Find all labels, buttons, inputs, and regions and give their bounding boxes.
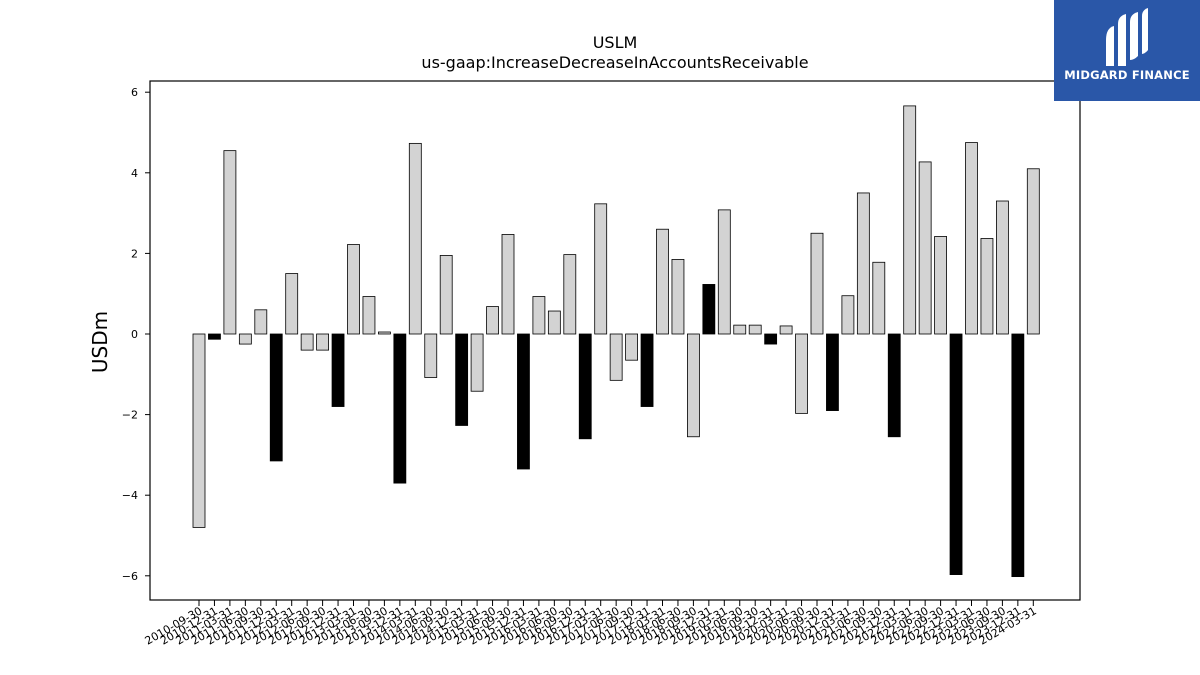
bar <box>208 333 221 340</box>
y-tick-label: −2 <box>122 409 138 422</box>
bar <box>826 333 839 411</box>
bar <box>779 325 793 335</box>
bar <box>393 333 407 484</box>
chart-subtitle: us-gaap:IncreaseDecreaseInAccountsReceiv… <box>421 53 808 72</box>
bar <box>640 333 654 407</box>
bar <box>563 254 577 335</box>
bar <box>532 296 546 335</box>
bar <box>872 261 886 335</box>
bar <box>748 324 762 335</box>
bar <box>1026 168 1040 335</box>
bar <box>856 192 870 335</box>
bar <box>702 284 716 335</box>
bar <box>547 310 561 335</box>
plot-frame <box>149 80 1081 601</box>
bar <box>656 228 669 335</box>
bar <box>238 333 252 345</box>
y-tick-label: 6 <box>131 86 138 99</box>
bar <box>486 306 499 335</box>
bar <box>594 203 608 335</box>
bar <box>903 105 917 335</box>
bar <box>980 238 994 335</box>
bar <box>439 255 453 335</box>
bars <box>192 105 1040 578</box>
bar <box>331 333 345 407</box>
midgard-logo-icon <box>1106 8 1148 66</box>
bar <box>316 333 330 351</box>
bar <box>733 324 747 335</box>
bar <box>424 333 438 378</box>
bar <box>810 232 824 335</box>
brand-name: MIDGARD FINANCE <box>1064 68 1190 82</box>
bar <box>362 296 376 335</box>
bar <box>347 244 360 335</box>
bar <box>996 200 1009 335</box>
bar <box>687 333 700 438</box>
bar <box>408 142 422 335</box>
y-axis-label: USDm <box>88 311 112 373</box>
bar <box>609 333 623 381</box>
bar <box>949 333 963 575</box>
bar <box>965 142 978 335</box>
y-tick-label: −6 <box>122 570 138 583</box>
y-axis: −6 −4 −2 0 2 4 6 <box>122 86 150 583</box>
bar <box>795 333 808 414</box>
chart-title: USLM <box>593 33 638 52</box>
bar <box>377 331 391 335</box>
bar <box>517 333 530 470</box>
bar <box>501 234 515 335</box>
y-tick-label: 4 <box>131 167 138 180</box>
bar <box>887 333 901 438</box>
bar <box>223 150 237 335</box>
bar <box>300 333 314 351</box>
bar <box>625 333 638 361</box>
bar <box>254 309 268 335</box>
x-axis: 2010-09-302010-12-312011-03-312011-06-30… <box>143 600 1039 648</box>
bar <box>934 236 947 335</box>
bar <box>470 333 484 392</box>
y-tick-label: 2 <box>131 247 138 260</box>
bar <box>671 259 685 335</box>
brand-logo: MIDGARD FINANCE <box>1054 0 1200 101</box>
bar <box>455 333 469 426</box>
y-tick-label: 0 <box>131 328 138 341</box>
bar <box>269 333 283 462</box>
y-tick-label: −4 <box>122 489 138 502</box>
bar <box>1011 333 1025 578</box>
bar <box>578 333 592 440</box>
bar <box>285 273 299 335</box>
bar <box>717 209 731 335</box>
bar <box>841 295 855 335</box>
bar <box>764 333 778 345</box>
bar <box>918 161 932 335</box>
bar <box>192 333 206 528</box>
